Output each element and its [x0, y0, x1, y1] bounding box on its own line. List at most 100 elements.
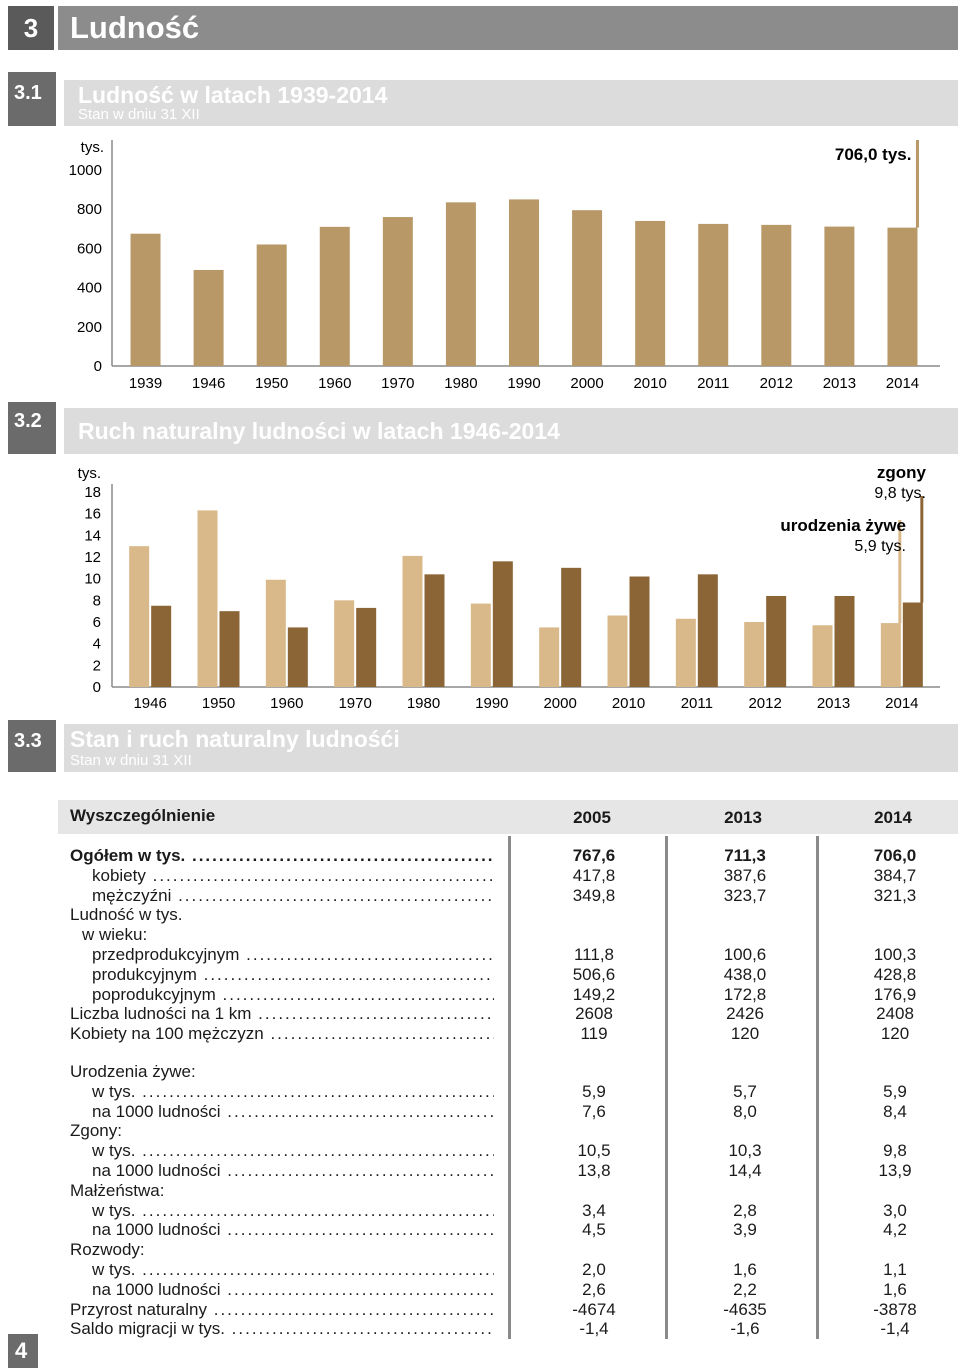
- x-tick-label: 1960: [270, 695, 303, 712]
- x-tick-label: 2013: [823, 375, 856, 392]
- section-3-title: Stan i ruch naturalny ludnośći: [70, 726, 400, 752]
- row-label-text: w tys.: [92, 1141, 136, 1161]
- row-value: 349,8: [572, 885, 616, 905]
- row-value: 2,6: [582, 1279, 606, 1299]
- deaths-annotation-value: 9,8 tys.: [874, 485, 926, 502]
- x-tick-label: 1939: [129, 375, 162, 392]
- table-row: Przyrost naturalny .....................…: [0, 1300, 960, 1320]
- deaths-bar: [151, 605, 172, 687]
- leader-dots: ........................................…: [213, 1299, 494, 1319]
- row-value: 323,7: [723, 885, 767, 905]
- births-bar: [129, 546, 150, 687]
- y-tick-label: 12: [84, 549, 101, 566]
- y-tick-label: 600: [77, 240, 102, 257]
- births-bar: [265, 579, 286, 687]
- deaths-bar: [629, 576, 650, 687]
- row-label: Saldo migracji w tys. ..................…: [70, 1319, 494, 1339]
- x-tick-label: 2011: [681, 695, 713, 712]
- row-value: 100,6: [723, 945, 767, 964]
- row-value: 2,8: [733, 1200, 757, 1220]
- population-bar: [130, 233, 161, 366]
- deaths-bar: [219, 611, 240, 687]
- table-row: kobiety ................................…: [0, 866, 960, 886]
- table-row: Liczba ludności na 1 km ................…: [0, 1004, 960, 1024]
- row-label: Kobiety na 100 mężczyzn ................…: [70, 1024, 494, 1044]
- table-divider-2: [665, 836, 668, 1339]
- population-chart: tys. 0 200 400 600 800 1000 1939 1946 1950 1960 197…: [69, 139, 940, 392]
- table-row: na 1000 ludności .......................…: [0, 1280, 960, 1300]
- table-row: Ogółem w tys. ..........................…: [0, 846, 960, 866]
- x-tick-label: 2000: [570, 375, 603, 392]
- row-label: poprodukcyjnym .........................…: [92, 985, 494, 1005]
- row-label: Ogółem w tys. ..........................…: [70, 846, 494, 866]
- population-bar: [824, 226, 855, 366]
- population-bar: [193, 269, 224, 366]
- y-tick-label: 400: [77, 280, 102, 297]
- row-value: 3,4: [582, 1200, 606, 1220]
- section-1-bar: Ludność w latach 1939-2014 Stan w dniu 3…: [64, 80, 958, 126]
- births-bar: [539, 627, 560, 687]
- row-value: 2,2: [733, 1279, 757, 1299]
- row-label: Liczba ludności na 1 km ................…: [70, 1004, 494, 1024]
- deaths-bar: [561, 567, 582, 687]
- row-value: 2426: [726, 1004, 764, 1024]
- leader-dots: ........................................…: [227, 1161, 494, 1180]
- table-row: mężczyźni ..............................…: [0, 886, 960, 906]
- row-value: -1,4: [579, 1319, 609, 1339]
- births-bar: [675, 618, 696, 687]
- table-row: w tys. .................................…: [0, 1201, 960, 1221]
- population-bar: [698, 223, 729, 366]
- row-value: -1,6: [730, 1319, 760, 1339]
- row-label: przedprodukcyjnym ......................…: [92, 945, 494, 965]
- x-tick-label: 1970: [381, 375, 414, 392]
- row-value: 10,5: [577, 1141, 611, 1161]
- leader-dots: ........................................…: [203, 964, 494, 984]
- x-tick-label: 2012: [748, 695, 781, 712]
- table-row: w wieku:: [0, 925, 960, 945]
- section-1-title: Ludność w latach 1939-2014: [78, 82, 388, 108]
- row-label-text: w tys.: [92, 1081, 136, 1101]
- row-label-text: Rozwody:: [70, 1240, 145, 1260]
- row-label: kobiety ................................…: [92, 866, 494, 886]
- table-row: przedprodukcyjnym ......................…: [0, 945, 960, 965]
- table-year-2005: 2005: [573, 808, 611, 827]
- y-tick-label: 2: [93, 657, 101, 674]
- table-header: Wyszczególnienie 2005 2013 2014: [58, 800, 958, 834]
- row-label-text: w wieku:: [82, 925, 148, 945]
- chapter-title: Ludność: [70, 10, 200, 45]
- y-tick-label: 4: [93, 636, 101, 653]
- deaths-bar: [356, 607, 377, 687]
- row-label-text: na 1000 ludności: [92, 1101, 221, 1121]
- table-row: Rozwody:: [0, 1240, 960, 1260]
- row-label-text: w tys.: [92, 1200, 136, 1220]
- deaths-bar: [697, 574, 718, 687]
- section-2-title: Ruch naturalny ludności w latach 1946-20…: [78, 418, 560, 444]
- population-bar: [761, 224, 792, 366]
- row-value: 2408: [876, 1004, 914, 1024]
- deaths-bar: [766, 596, 787, 687]
- leader-dots: ........................................…: [258, 1004, 494, 1024]
- y-tick-label: 6: [93, 614, 101, 631]
- row-value: 10,3: [728, 1141, 762, 1161]
- row-label: w wieku:: [82, 925, 494, 945]
- deaths-bar: [834, 596, 855, 687]
- row-value: 149,2: [572, 984, 616, 1004]
- population-bar: [572, 210, 603, 366]
- y-tick-label: 16: [84, 506, 101, 523]
- row-value: 767,6: [572, 846, 616, 865]
- row-value: 100,3: [873, 945, 917, 964]
- y-tick-label: 18: [84, 484, 101, 501]
- row-label: produkcyjnym ...........................…: [92, 965, 494, 985]
- row-value: 387,6: [723, 865, 767, 885]
- table-row: na 1000 ludności .......................…: [0, 1161, 960, 1181]
- y-tick-label: 8: [93, 592, 101, 609]
- row-value: 321,3: [873, 885, 917, 905]
- row-label-text: produkcyjnym: [92, 964, 197, 984]
- row-value: 438,0: [723, 964, 767, 984]
- x-tick-label: 1990: [507, 375, 540, 392]
- deaths-bar: [902, 602, 923, 687]
- table-row: Zgony:: [0, 1121, 960, 1141]
- row-value: -3878: [873, 1299, 917, 1319]
- row-value: 4,2: [883, 1220, 907, 1240]
- natural-movement-chart: tys. 0 2 4 6 8 10 12 14 16 18 1946 1950 1960 1970 1980 1…: [78, 463, 940, 712]
